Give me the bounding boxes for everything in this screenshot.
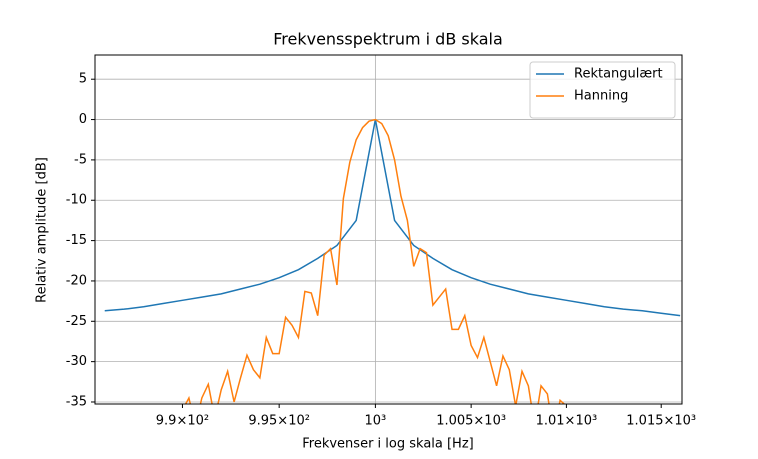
y-tick-label: -5	[74, 152, 87, 167]
y-tick-label: -35	[66, 394, 87, 409]
legend-label: Hanning	[574, 89, 628, 104]
axes: 5 0 -5 -10 -15 -20 -25 -30 -35 9.9×10² 9.95×10² 10³…	[66, 72, 696, 429]
x-tick-label: 1.01×10³	[536, 414, 598, 429]
y-axis-label: Relativ amplitude [dB]	[35, 157, 50, 303]
y-tick-label: 5	[79, 72, 87, 87]
legend-label: Rektangulært	[574, 67, 663, 82]
y-tick-label: -20	[66, 273, 87, 288]
series-line	[104, 119, 681, 317]
x-tick-label: 9.9×10²	[156, 414, 209, 429]
x-tick-label: 1.005×10³	[436, 414, 506, 429]
grid	[95, 55, 682, 404]
y-tick-label: -10	[66, 193, 87, 208]
legend: Rektangulært Hanning	[529, 61, 676, 119]
plot-frame	[94, 54, 683, 405]
legend-box	[529, 61, 676, 119]
x-tick-label: 1.015×10³	[626, 414, 696, 429]
plot-lines	[104, 118, 681, 404]
x-tick-label: 10³	[365, 414, 387, 429]
x-axis-label: Frekvenser i log skala [Hz]	[302, 437, 473, 452]
chart-title: Frekvensspektrum i dB skala	[273, 30, 503, 49]
y-tick-label: 0	[79, 112, 87, 127]
y-tick-label: -15	[66, 233, 87, 248]
y-tick-label: -30	[66, 354, 87, 369]
x-tick-label: 9.95×10²	[248, 414, 310, 429]
y-tick-label: -25	[66, 314, 87, 329]
series-line	[184, 118, 566, 404]
